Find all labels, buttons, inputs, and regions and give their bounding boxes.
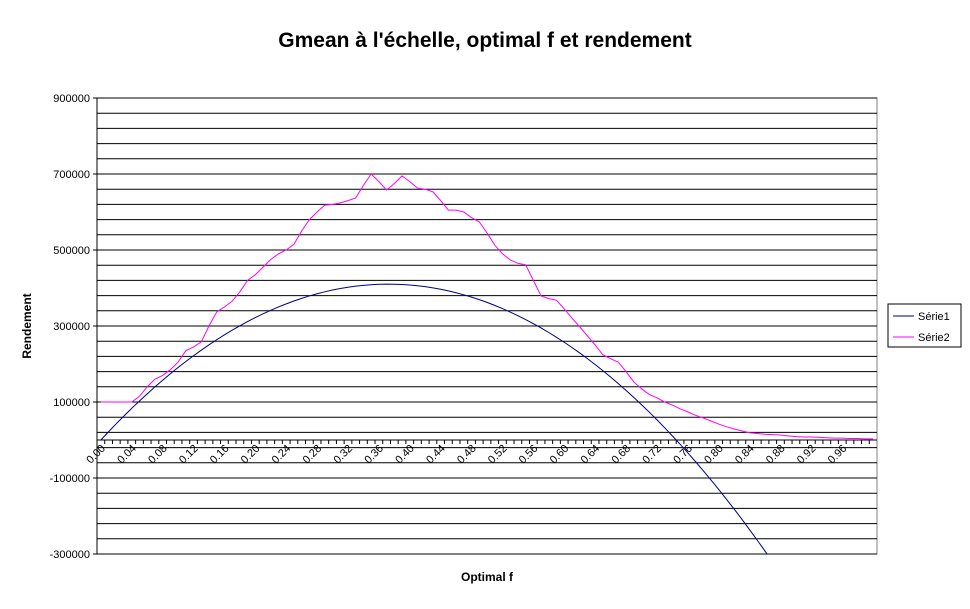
y-tick-label: 700000 <box>53 169 90 181</box>
grid <box>97 97 877 555</box>
series-line <box>100 173 874 440</box>
y-tick-label: 100000 <box>53 397 90 409</box>
x-axis-label: Optimal f <box>461 570 514 584</box>
legend: Série1 Série2 <box>887 303 962 348</box>
legend-label: Série1 <box>918 311 950 323</box>
y-tick-label: 300000 <box>53 321 90 333</box>
y-tick-label: -300000 <box>50 549 90 561</box>
y-tick-label: -100000 <box>50 473 90 485</box>
y-tick-label: 900000 <box>53 93 90 105</box>
legend-box <box>887 303 962 348</box>
legend-label: Série2 <box>918 332 950 344</box>
chart-title: Gmean à l'échelle, optimal f et rendemen… <box>278 29 691 52</box>
y-tick-label: 500000 <box>53 245 90 257</box>
lines <box>100 173 874 554</box>
series-line <box>100 283 768 554</box>
y-axis-label: Rendement <box>20 293 34 358</box>
